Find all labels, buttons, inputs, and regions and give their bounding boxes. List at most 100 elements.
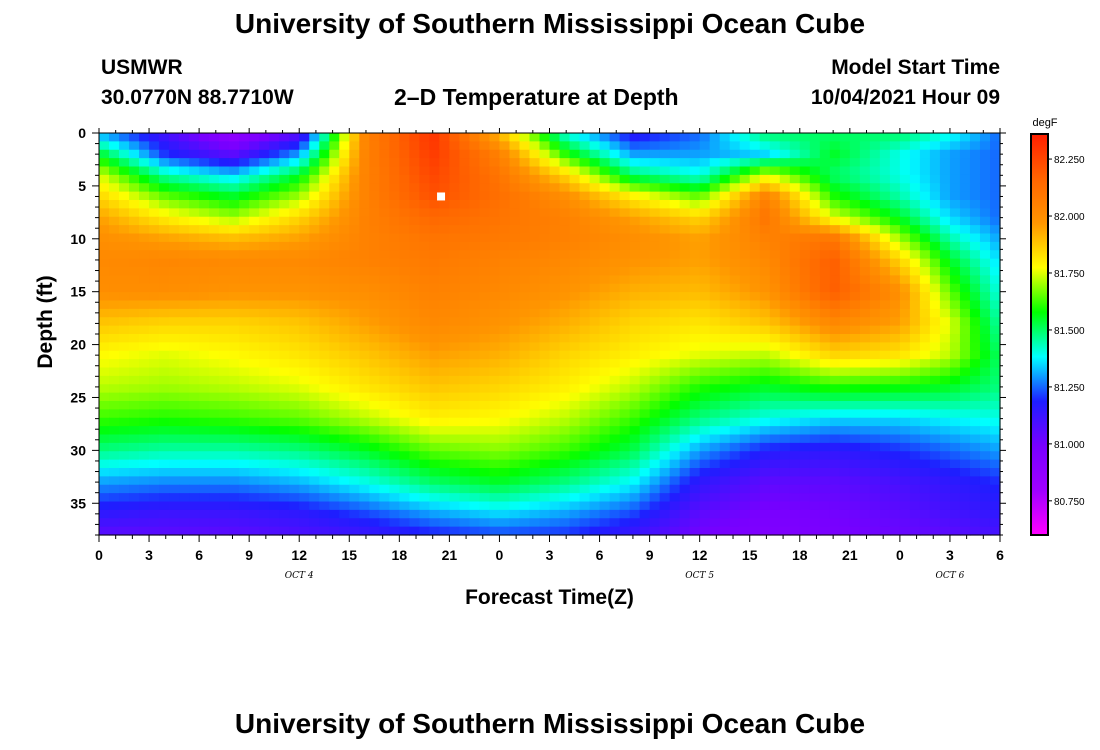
heatmap-cell	[639, 174, 651, 184]
heatmap-cell	[849, 442, 861, 452]
heatmap-cell	[269, 275, 280, 285]
heatmap-cell	[709, 501, 721, 511]
heatmap-cell	[179, 191, 190, 201]
heatmap-cell	[99, 308, 110, 318]
heatmap-cell	[279, 409, 290, 419]
heatmap-cell	[619, 191, 631, 201]
heatmap-cell	[869, 375, 881, 385]
heatmap-cell	[489, 359, 501, 369]
heatmap-cell	[789, 233, 801, 243]
heatmap-cell	[949, 434, 961, 444]
heatmap-cell	[709, 375, 721, 385]
heatmap-cell	[649, 308, 661, 318]
heatmap-cell	[689, 451, 701, 461]
heatmap-cell	[119, 241, 130, 251]
heatmap-cell	[459, 342, 471, 352]
heatmap-cell	[749, 484, 761, 494]
heatmap-cell	[199, 325, 210, 335]
heatmap-cell	[549, 526, 561, 536]
heatmap-cell	[109, 334, 120, 343]
heatmap-cell	[249, 334, 260, 343]
heatmap-cell	[899, 191, 911, 201]
heatmap-cell	[639, 133, 651, 142]
heatmap-cell	[779, 342, 791, 352]
heatmap-cell	[589, 501, 601, 511]
heatmap-cell	[569, 292, 581, 302]
heatmap-cell	[469, 384, 481, 394]
heatmap-cell	[889, 359, 901, 369]
heatmap-cell	[319, 359, 330, 369]
heatmap-cell	[279, 350, 290, 360]
heatmap-cell	[479, 384, 491, 394]
heatmap-cell	[549, 267, 561, 276]
heatmap-cell	[599, 325, 611, 335]
heatmap-cell	[209, 342, 220, 352]
heatmap-cell	[329, 183, 340, 193]
heatmap-cell	[149, 342, 160, 352]
heatmap-cell	[769, 392, 781, 402]
heatmap-cell	[619, 283, 631, 293]
heatmap-cell	[429, 451, 440, 461]
heatmap-cell	[919, 208, 931, 218]
heatmap-cell	[439, 250, 450, 260]
heatmap-cell	[559, 417, 571, 427]
heatmap-cell	[709, 292, 721, 302]
heatmap-cell	[409, 200, 420, 209]
heatmap-cell	[789, 493, 801, 503]
heatmap-cell	[569, 401, 581, 410]
heatmap-cell	[109, 225, 120, 235]
heatmap-cell	[219, 183, 230, 193]
heatmap-cell	[749, 317, 761, 327]
heatmap-cell	[169, 166, 180, 176]
heatmap-cell	[839, 267, 851, 276]
heatmap-cell	[779, 275, 791, 285]
heatmap-cell	[919, 434, 931, 444]
heatmap-cell	[279, 191, 290, 201]
heatmap-cell	[969, 183, 981, 193]
heatmap-cell	[649, 375, 661, 385]
x-tick-label: 15	[341, 547, 357, 563]
heatmap-cell	[629, 375, 641, 385]
heatmap-cell	[369, 526, 380, 536]
heatmap-cell	[449, 233, 460, 243]
heatmap-cell	[169, 216, 180, 226]
heatmap-cell	[959, 401, 971, 410]
heatmap-cell	[369, 233, 380, 243]
heatmap-cell	[709, 342, 721, 352]
heatmap-cell	[219, 476, 230, 486]
heatmap-cell	[869, 208, 881, 218]
heatmap-cell	[949, 308, 961, 318]
heatmap-cell	[959, 409, 971, 419]
heatmap-cell	[479, 174, 491, 184]
heatmap-cell	[569, 342, 581, 352]
heatmap-cell	[959, 334, 971, 343]
heatmap-cell	[919, 325, 931, 335]
heatmap-cell	[139, 283, 150, 293]
heatmap-cell	[749, 267, 761, 276]
heatmap-cell	[359, 401, 370, 410]
heatmap-cell	[879, 317, 891, 327]
heatmap-cell	[879, 149, 891, 159]
heatmap-cell	[889, 216, 901, 226]
heatmap-cell	[739, 317, 751, 327]
heatmap-cell	[719, 241, 731, 251]
heatmap-cell	[659, 509, 671, 519]
heatmap-cell	[609, 493, 621, 503]
heatmap-cell	[509, 509, 521, 519]
heatmap-cell	[419, 476, 430, 486]
heatmap-cell	[929, 225, 941, 235]
heatmap-cell	[749, 233, 761, 243]
heatmap-cell	[749, 300, 761, 310]
heatmap-cell	[899, 451, 911, 461]
heatmap-cell	[779, 241, 791, 251]
heatmap-cell	[179, 216, 190, 226]
heatmap-cell	[829, 250, 841, 260]
heatmap-cell	[869, 225, 881, 235]
heatmap-cell	[939, 526, 951, 536]
heatmap-cell	[919, 518, 931, 528]
heatmap-cell	[739, 409, 751, 419]
heatmap-cell	[979, 350, 991, 360]
heatmap-cell	[729, 342, 741, 352]
heatmap-cell	[779, 518, 791, 528]
heatmap-cell	[769, 334, 781, 343]
